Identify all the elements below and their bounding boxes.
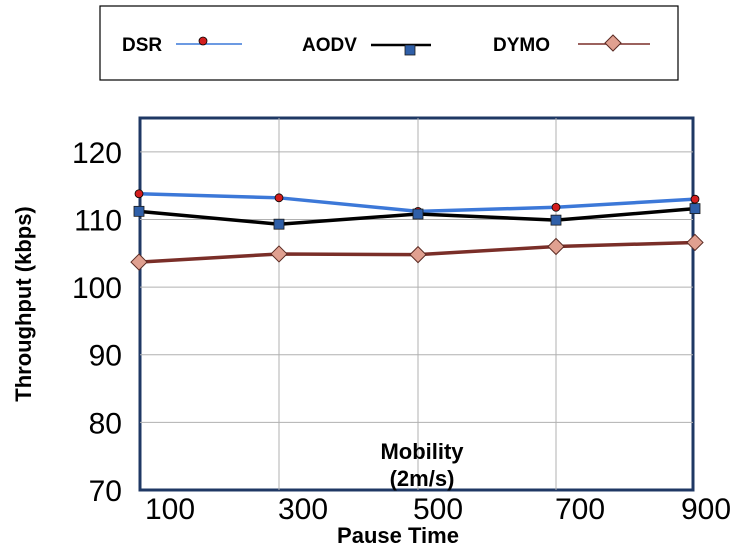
legend-marker-dsr bbox=[198, 36, 208, 46]
legend-marker-dymo bbox=[604, 34, 622, 52]
data-point-aodv bbox=[689, 203, 701, 215]
data-point-aodv bbox=[133, 205, 145, 217]
y-tick-label: 110 bbox=[74, 204, 122, 237]
y-tick-label: 70 bbox=[89, 475, 122, 508]
y-tick-labels: 70 80 90 100 110 120 bbox=[72, 137, 122, 508]
y-tick-label: 120 bbox=[72, 137, 122, 170]
x-tick-labels: 100 300 500 700 900 bbox=[145, 493, 731, 526]
data-point-aodv bbox=[550, 214, 562, 226]
annotation-line-2: (2m/s) bbox=[390, 466, 455, 491]
series-aodv bbox=[133, 203, 701, 230]
legend-box bbox=[99, 5, 679, 81]
series-dymo bbox=[130, 233, 704, 271]
data-point-dymo bbox=[130, 253, 148, 271]
x-tick-label: 500 bbox=[413, 493, 463, 526]
data-point-dsr bbox=[274, 193, 284, 203]
legend-marker-aodv bbox=[404, 44, 416, 56]
x-tick-label: 700 bbox=[555, 493, 605, 526]
legend-label-dymo: DYMO bbox=[493, 35, 550, 56]
y-tick-label: 100 bbox=[72, 272, 122, 305]
data-point-dymo bbox=[686, 233, 704, 252]
series-group bbox=[130, 189, 704, 271]
annotation-line-1: Mobility bbox=[380, 439, 464, 464]
data-point-dsr bbox=[690, 194, 700, 204]
data-point-dsr bbox=[134, 189, 144, 199]
legend: DSR AODV DYMO bbox=[122, 34, 650, 56]
data-point-dymo bbox=[409, 245, 427, 264]
x-tick-label: 300 bbox=[278, 493, 328, 526]
y-tick-label: 90 bbox=[89, 340, 122, 373]
legend-label-aodv: AODV bbox=[302, 35, 357, 56]
x-axis-title: Pause Time bbox=[337, 523, 459, 548]
plot-area-border bbox=[138, 116, 695, 492]
data-point-dymo bbox=[270, 245, 288, 263]
data-point-aodv bbox=[273, 218, 285, 230]
data-point-aodv bbox=[412, 208, 424, 220]
x-tick-label: 900 bbox=[681, 493, 731, 526]
y-tick-label: 80 bbox=[89, 407, 122, 440]
legend-label-dsr: DSR bbox=[122, 35, 162, 56]
data-point-dymo bbox=[547, 237, 565, 256]
data-point-dsr bbox=[551, 202, 561, 212]
grid bbox=[140, 118, 693, 490]
y-axis-title: Throughput (kbps) bbox=[11, 206, 36, 402]
x-tick-label: 100 bbox=[145, 493, 195, 526]
